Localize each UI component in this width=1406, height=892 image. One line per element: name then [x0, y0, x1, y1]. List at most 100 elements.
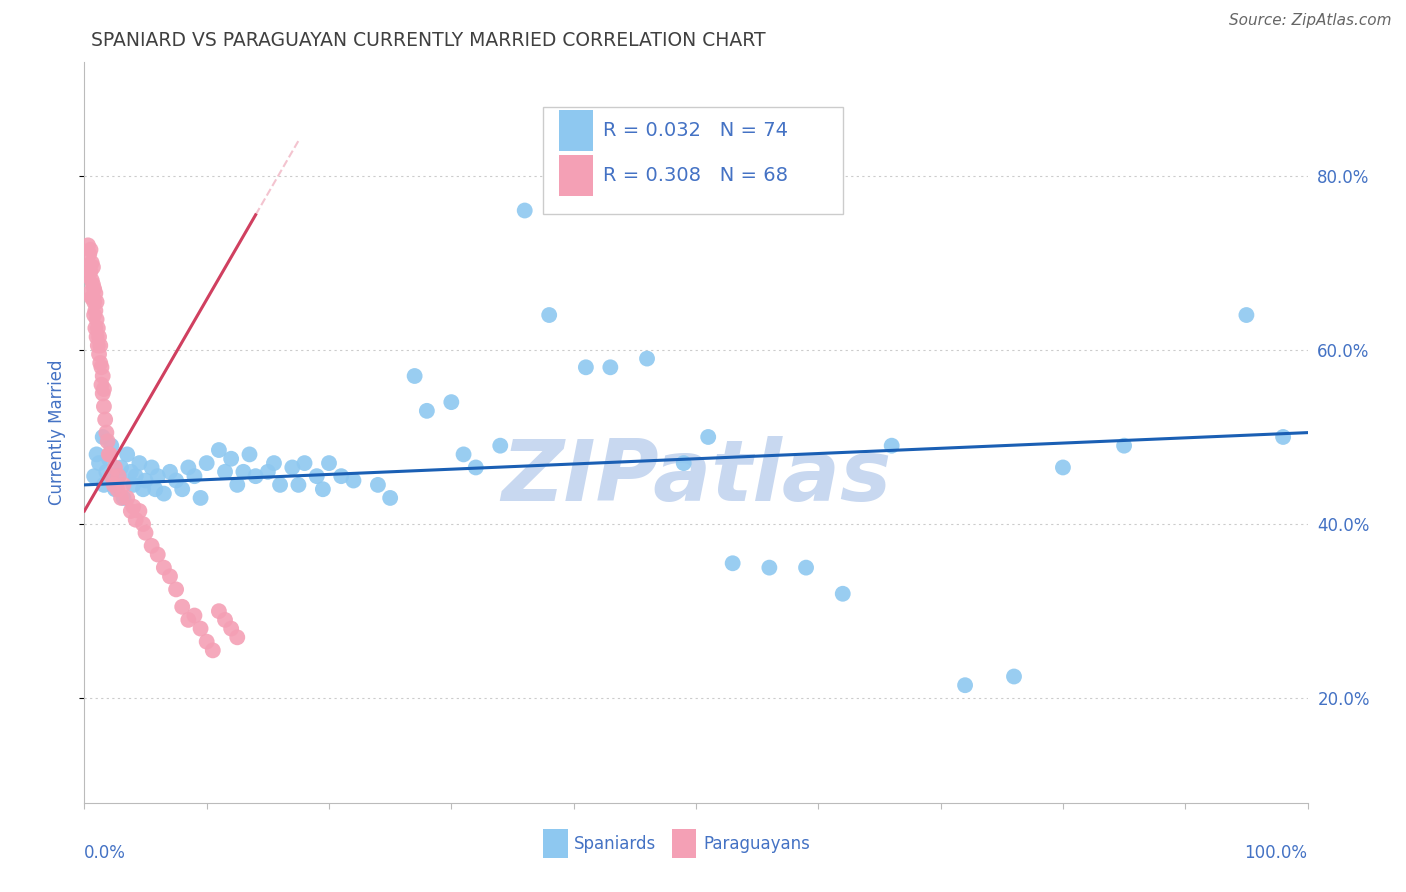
Point — [80, 273, 103, 287]
Text: ZIPatlas: ZIPatlas — [501, 435, 891, 518]
Point — [287, 478, 309, 492]
Point — [83, 469, 105, 483]
Point — [440, 395, 463, 409]
Point — [87, 321, 110, 335]
Point — [91, 369, 114, 384]
FancyBboxPatch shape — [543, 107, 842, 214]
Point — [226, 478, 249, 492]
Point — [89, 356, 111, 370]
Point — [93, 478, 115, 492]
Point — [538, 308, 561, 322]
Point — [953, 678, 976, 692]
Point — [831, 587, 853, 601]
FancyBboxPatch shape — [560, 110, 593, 151]
Point — [219, 622, 242, 636]
FancyBboxPatch shape — [560, 155, 593, 195]
Point — [226, 630, 249, 644]
Point — [84, 303, 107, 318]
Point — [94, 412, 117, 426]
Point — [110, 460, 132, 475]
Point — [172, 482, 194, 496]
Text: R = 0.032   N = 74: R = 0.032 N = 74 — [603, 120, 787, 140]
Point — [153, 560, 176, 574]
Point — [79, 264, 101, 278]
Point — [257, 465, 280, 479]
Point — [201, 643, 224, 657]
Point — [83, 282, 105, 296]
Point — [232, 465, 254, 479]
Point — [318, 456, 340, 470]
Point — [190, 622, 212, 636]
Point — [758, 560, 780, 574]
Point — [104, 482, 127, 496]
Point — [90, 377, 112, 392]
Point — [153, 486, 176, 500]
Point — [172, 599, 194, 614]
Point — [404, 369, 426, 384]
Point — [86, 447, 108, 461]
Point — [100, 439, 122, 453]
Point — [79, 243, 101, 257]
Text: SPANIARD VS PARAGUAYAN CURRENTLY MARRIED CORRELATION CHART: SPANIARD VS PARAGUAYAN CURRENTLY MARRIED… — [91, 31, 766, 50]
Point — [416, 404, 439, 418]
Point — [513, 203, 536, 218]
Point — [132, 482, 155, 496]
Point — [97, 447, 120, 461]
Point — [90, 360, 112, 375]
Point — [120, 504, 142, 518]
Point — [80, 256, 103, 270]
Point — [125, 469, 148, 483]
Point — [86, 295, 108, 310]
Point — [305, 469, 328, 483]
Point — [146, 548, 169, 562]
Point — [1052, 460, 1074, 475]
Point — [97, 434, 120, 449]
Point — [93, 400, 115, 414]
Point — [84, 321, 107, 335]
Point — [96, 465, 118, 479]
Text: Spaniards: Spaniards — [574, 835, 655, 853]
Point — [87, 338, 110, 352]
Point — [76, 260, 98, 274]
Point — [165, 474, 187, 488]
Y-axis label: Currently Married: Currently Married — [48, 359, 66, 506]
Point — [263, 456, 285, 470]
Point — [83, 308, 105, 322]
Point — [128, 456, 150, 470]
Point — [107, 469, 129, 483]
Point — [141, 460, 163, 475]
Point — [110, 491, 132, 505]
Point — [1236, 308, 1258, 322]
Point — [159, 569, 181, 583]
Point — [721, 556, 744, 570]
Point — [103, 478, 125, 492]
Point — [165, 582, 187, 597]
Point — [84, 286, 107, 301]
Point — [89, 338, 111, 352]
Point — [269, 478, 291, 492]
Point — [330, 469, 353, 483]
Point — [91, 386, 114, 401]
Point — [82, 260, 104, 274]
Point — [342, 474, 364, 488]
Point — [214, 465, 236, 479]
Point — [219, 451, 242, 466]
Point — [195, 634, 218, 648]
Point — [238, 447, 260, 461]
Point — [794, 560, 817, 574]
Point — [87, 347, 110, 361]
Point — [367, 478, 389, 492]
Point — [112, 491, 135, 505]
Point — [183, 469, 205, 483]
Point — [80, 291, 103, 305]
Point — [135, 474, 157, 488]
Point — [82, 277, 104, 292]
Point — [453, 447, 475, 461]
Text: R = 0.308   N = 68: R = 0.308 N = 68 — [603, 166, 787, 185]
Point — [1114, 439, 1136, 453]
Point — [208, 443, 231, 458]
Point — [208, 604, 231, 618]
Point — [281, 460, 304, 475]
Point — [96, 425, 118, 440]
Point — [143, 482, 166, 496]
